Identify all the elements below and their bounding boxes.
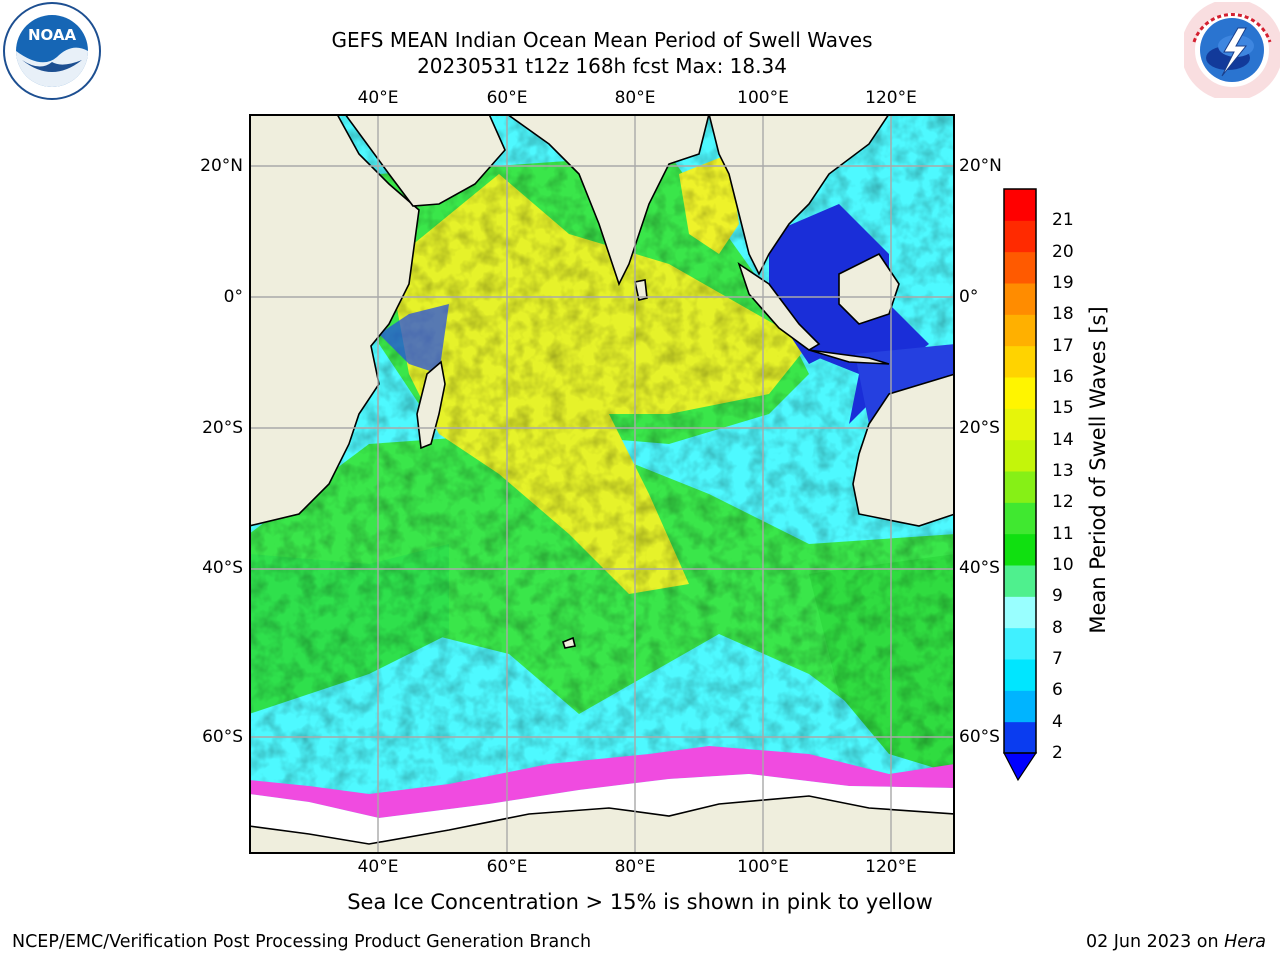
- lon-label-top: 60°E: [486, 88, 528, 108]
- lon-label-bottom: 40°E: [357, 857, 399, 877]
- colorbar-tick-label: 8: [1052, 617, 1063, 638]
- colorbar-segment: [1004, 408, 1036, 441]
- lat-label-left: 40°S: [202, 558, 243, 578]
- colorbar-tick-label: 20: [1052, 241, 1074, 262]
- lat-label-right: 40°S: [959, 558, 1000, 578]
- nws-logo: [1184, 2, 1280, 98]
- land-sumatra: [737, 262, 821, 351]
- colorbar-segment: [1004, 471, 1036, 503]
- colorbar-segment: [1004, 565, 1036, 597]
- land-arabia: [344, 114, 506, 207]
- colorbar-tick-label: 11: [1052, 523, 1074, 544]
- colorbar-tick-label: 4: [1052, 711, 1063, 732]
- colorbar-segment: [1004, 220, 1036, 253]
- lat-label-left: 20°N: [200, 156, 243, 176]
- colorbar-tick-label: 21: [1052, 210, 1074, 231]
- map-frame: [249, 114, 955, 854]
- colorbar-segment: [1004, 377, 1036, 409]
- colorbar-segment: [1004, 251, 1036, 284]
- colorbar-segment: [1004, 502, 1036, 535]
- colorbar-segment: [1004, 659, 1036, 691]
- colorbar-segment: [1004, 345, 1036, 378]
- colorbar-frame: [1003, 188, 1037, 754]
- colorbar-extend-triangle: [1003, 752, 1038, 782]
- lat-label-right: 20°N: [959, 156, 1002, 176]
- land-antarctica: [249, 795, 954, 853]
- lat-label-right: 20°S: [959, 418, 1000, 438]
- colorbar-segment: [1004, 189, 1036, 221]
- lat-label-left: 60°S: [202, 727, 243, 747]
- chart-title: GEFS MEAN Indian Ocean Mean Period of Sw…: [331, 28, 873, 52]
- lon-label-bottom: 80°E: [614, 857, 656, 877]
- footer-branch: NCEP/EMC/Verification Post Processing Pr…: [12, 932, 592, 952]
- colorbar-segment: [1004, 721, 1036, 754]
- lat-label-right: 0°: [959, 287, 979, 307]
- footer-date-text: 02 Jun 2023 on: [1085, 932, 1225, 952]
- chart-subtitle: 20230531 t12z 168h fcst Max: 18.34: [417, 54, 787, 78]
- lon-label-bottom: 60°E: [486, 857, 528, 877]
- colorbar-tick-label: 13: [1052, 461, 1074, 481]
- colorbar-tick-label: 17: [1052, 335, 1074, 356]
- land-africa: [249, 114, 420, 527]
- lon-label-bottom: 120°E: [865, 857, 917, 877]
- colorbar-tick-label: 12: [1052, 492, 1074, 513]
- lon-label-top: 120°E: [865, 88, 917, 108]
- map-panel: [249, 114, 955, 854]
- colorbar-tick-label: 9: [1052, 586, 1063, 607]
- colorbar-label: Mean Period of Swell Waves [s]: [1086, 306, 1110, 634]
- lat-label-left: 0°: [223, 287, 243, 307]
- colorbar-segment: [1004, 533, 1036, 566]
- colorbar-segment: [1004, 627, 1036, 660]
- land-srilanka: [634, 279, 648, 301]
- land-india: [505, 114, 710, 287]
- land-madagascar: [416, 360, 446, 450]
- lon-label-bottom: 100°E: [737, 857, 789, 877]
- colorbar: [1003, 188, 1038, 782]
- lat-label-left: 20°S: [202, 418, 243, 438]
- colorbar-segment: [1004, 596, 1036, 629]
- colorbar-tick-label: 2: [1052, 743, 1063, 763]
- colorbar-tick-label: 14: [1052, 429, 1074, 450]
- land-kerguelen: [562, 636, 576, 649]
- colorbar-tick-label: 18: [1052, 304, 1074, 325]
- colorbar-segment: [1004, 314, 1036, 347]
- swell-blue-mozambique: [379, 304, 449, 374]
- land-java: [808, 349, 890, 365]
- svg-text:NOAA: NOAA: [28, 26, 77, 44]
- colorbar-tick-label: 15: [1052, 398, 1074, 419]
- lon-label-top: 40°E: [357, 88, 399, 108]
- noaa-logo: NOAA: [3, 2, 101, 100]
- lat-label-right: 60°S: [959, 727, 1000, 747]
- colorbar-segment: [1004, 283, 1036, 315]
- land-southeast-asia: [708, 114, 890, 276]
- colorbar-tick-label: 16: [1052, 367, 1074, 387]
- sea-ice-band: [249, 746, 954, 818]
- lon-label-top: 80°E: [614, 88, 656, 108]
- colorbar-tick-label: 10: [1052, 555, 1074, 575]
- colorbar-tick-label: 7: [1052, 649, 1063, 669]
- land-borneo: [838, 252, 900, 325]
- colorbar-tick-label: 6: [1052, 680, 1063, 701]
- footer-date: 02 Jun 2023 on Hera: [1086, 932, 1266, 952]
- colorbar-segment: [1004, 690, 1036, 723]
- lon-label-top: 100°E: [737, 88, 789, 108]
- sea-ice-note: Sea Ice Concentration > 15% is shown in …: [347, 890, 933, 914]
- land-australia: [852, 373, 954, 527]
- colorbar-tick-label: 19: [1052, 273, 1074, 293]
- colorbar-segment: [1004, 439, 1036, 472]
- footer-machine: Hera: [1224, 932, 1266, 952]
